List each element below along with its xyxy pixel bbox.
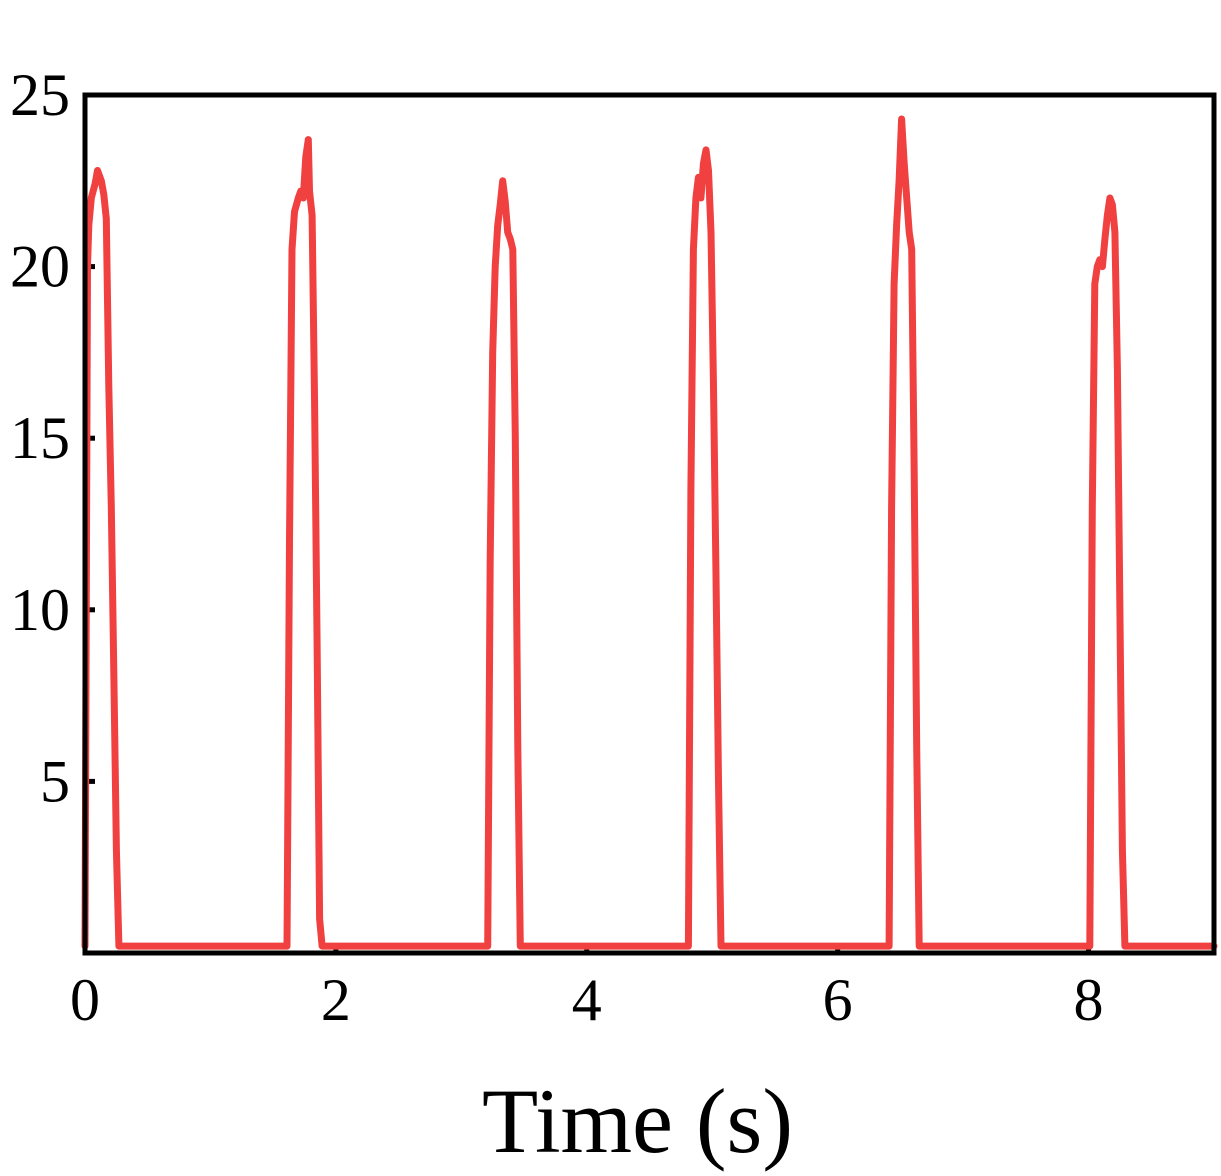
series-layer [81, 115, 1218, 950]
y-tick-label-25: 25 [10, 62, 70, 128]
tick-labels: 0 2 4 6 8 5 10 15 20 25 [10, 62, 1104, 1033]
y-tick-label-15: 15 [10, 405, 70, 471]
x-tick-label-2: 2 [321, 967, 351, 1033]
series-line-0 [81, 115, 1218, 950]
x-tick-label-6: 6 [823, 967, 853, 1033]
y-tick-label-10: 10 [10, 577, 70, 643]
x-tick-label-8: 8 [1074, 967, 1104, 1033]
x-tick-label-4: 4 [572, 967, 602, 1033]
y-tick-label-20: 20 [10, 234, 70, 300]
x-axis-title: Time (s) [482, 1070, 793, 1172]
x-tick-label-0: 0 [70, 967, 100, 1033]
plot-frame [82, 92, 1217, 956]
y-tick-label-5: 5 [40, 748, 70, 814]
